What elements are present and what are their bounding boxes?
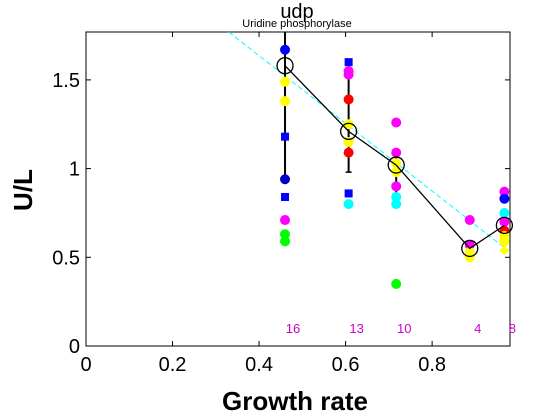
mean-marker [495, 216, 514, 235]
count-label: 4 [474, 321, 481, 336]
y-tick-label: 0.5 [52, 247, 80, 269]
data-point [344, 58, 353, 67]
data-point [343, 119, 354, 130]
y-tick-label: 1.5 [52, 70, 80, 92]
data-point [391, 199, 402, 210]
data-point [391, 117, 402, 128]
data-point [499, 236, 510, 247]
data-point [344, 189, 353, 198]
x-axis-label: Growth rate [222, 386, 368, 416]
fit-line [228, 31, 511, 253]
data-point [280, 215, 291, 226]
data-point [343, 94, 354, 105]
mean-marker [276, 57, 294, 75]
data-point [280, 44, 291, 55]
count-label-layer: 16 13 10 4 8 [286, 321, 516, 336]
data-point [343, 199, 354, 210]
plot-area [85, 31, 511, 347]
data-point [499, 216, 510, 227]
y-tick-label: 1 [69, 159, 80, 181]
x-tick-label: 0.8 [418, 354, 446, 376]
y-axis-label: U/L [8, 169, 38, 211]
data-point [343, 147, 354, 158]
data-point [391, 181, 402, 192]
chart-subtitle: Uridine phosphorylase [242, 18, 351, 30]
plot-frame [85, 31, 511, 347]
count-label: 10 [397, 321, 411, 336]
data-point [391, 191, 402, 202]
tick-layer: 0 0.2 0.4 0.6 0.8 0 0.5 1 1.5 [52, 32, 510, 376]
data-point [391, 167, 402, 178]
mean-layer [276, 57, 514, 258]
data-point [280, 174, 291, 185]
y-tick-label: 0 [69, 336, 80, 358]
data-point [280, 96, 291, 107]
x-tick-label: 0.4 [245, 354, 273, 376]
mean-line [284, 65, 505, 250]
data-point [280, 229, 291, 240]
count-label: 13 [349, 321, 363, 336]
mean-marker [339, 122, 358, 140]
data-point [499, 245, 510, 256]
x-tick-label: 0 [80, 354, 91, 376]
x-tick-label: 0.6 [332, 354, 360, 376]
data-point [391, 158, 402, 169]
data-point-layer [280, 44, 510, 289]
fit-line-layer [228, 31, 511, 253]
data-point [499, 207, 510, 218]
count-label: 8 [509, 321, 516, 336]
data-point [391, 147, 402, 158]
data-point [499, 186, 510, 197]
data-point [281, 132, 290, 141]
data-point [499, 193, 510, 204]
data-point [280, 76, 291, 87]
data-point [281, 192, 290, 201]
data-point [464, 252, 475, 263]
data-point [391, 278, 402, 289]
mean-marker [387, 156, 405, 174]
x-tick-label: 0.2 [159, 354, 187, 376]
mean-marker [461, 239, 479, 258]
chart-title: udp [280, 1, 313, 23]
data-point [343, 69, 354, 80]
data-point [464, 215, 475, 226]
data-point [280, 236, 291, 247]
count-label: 16 [286, 321, 300, 336]
